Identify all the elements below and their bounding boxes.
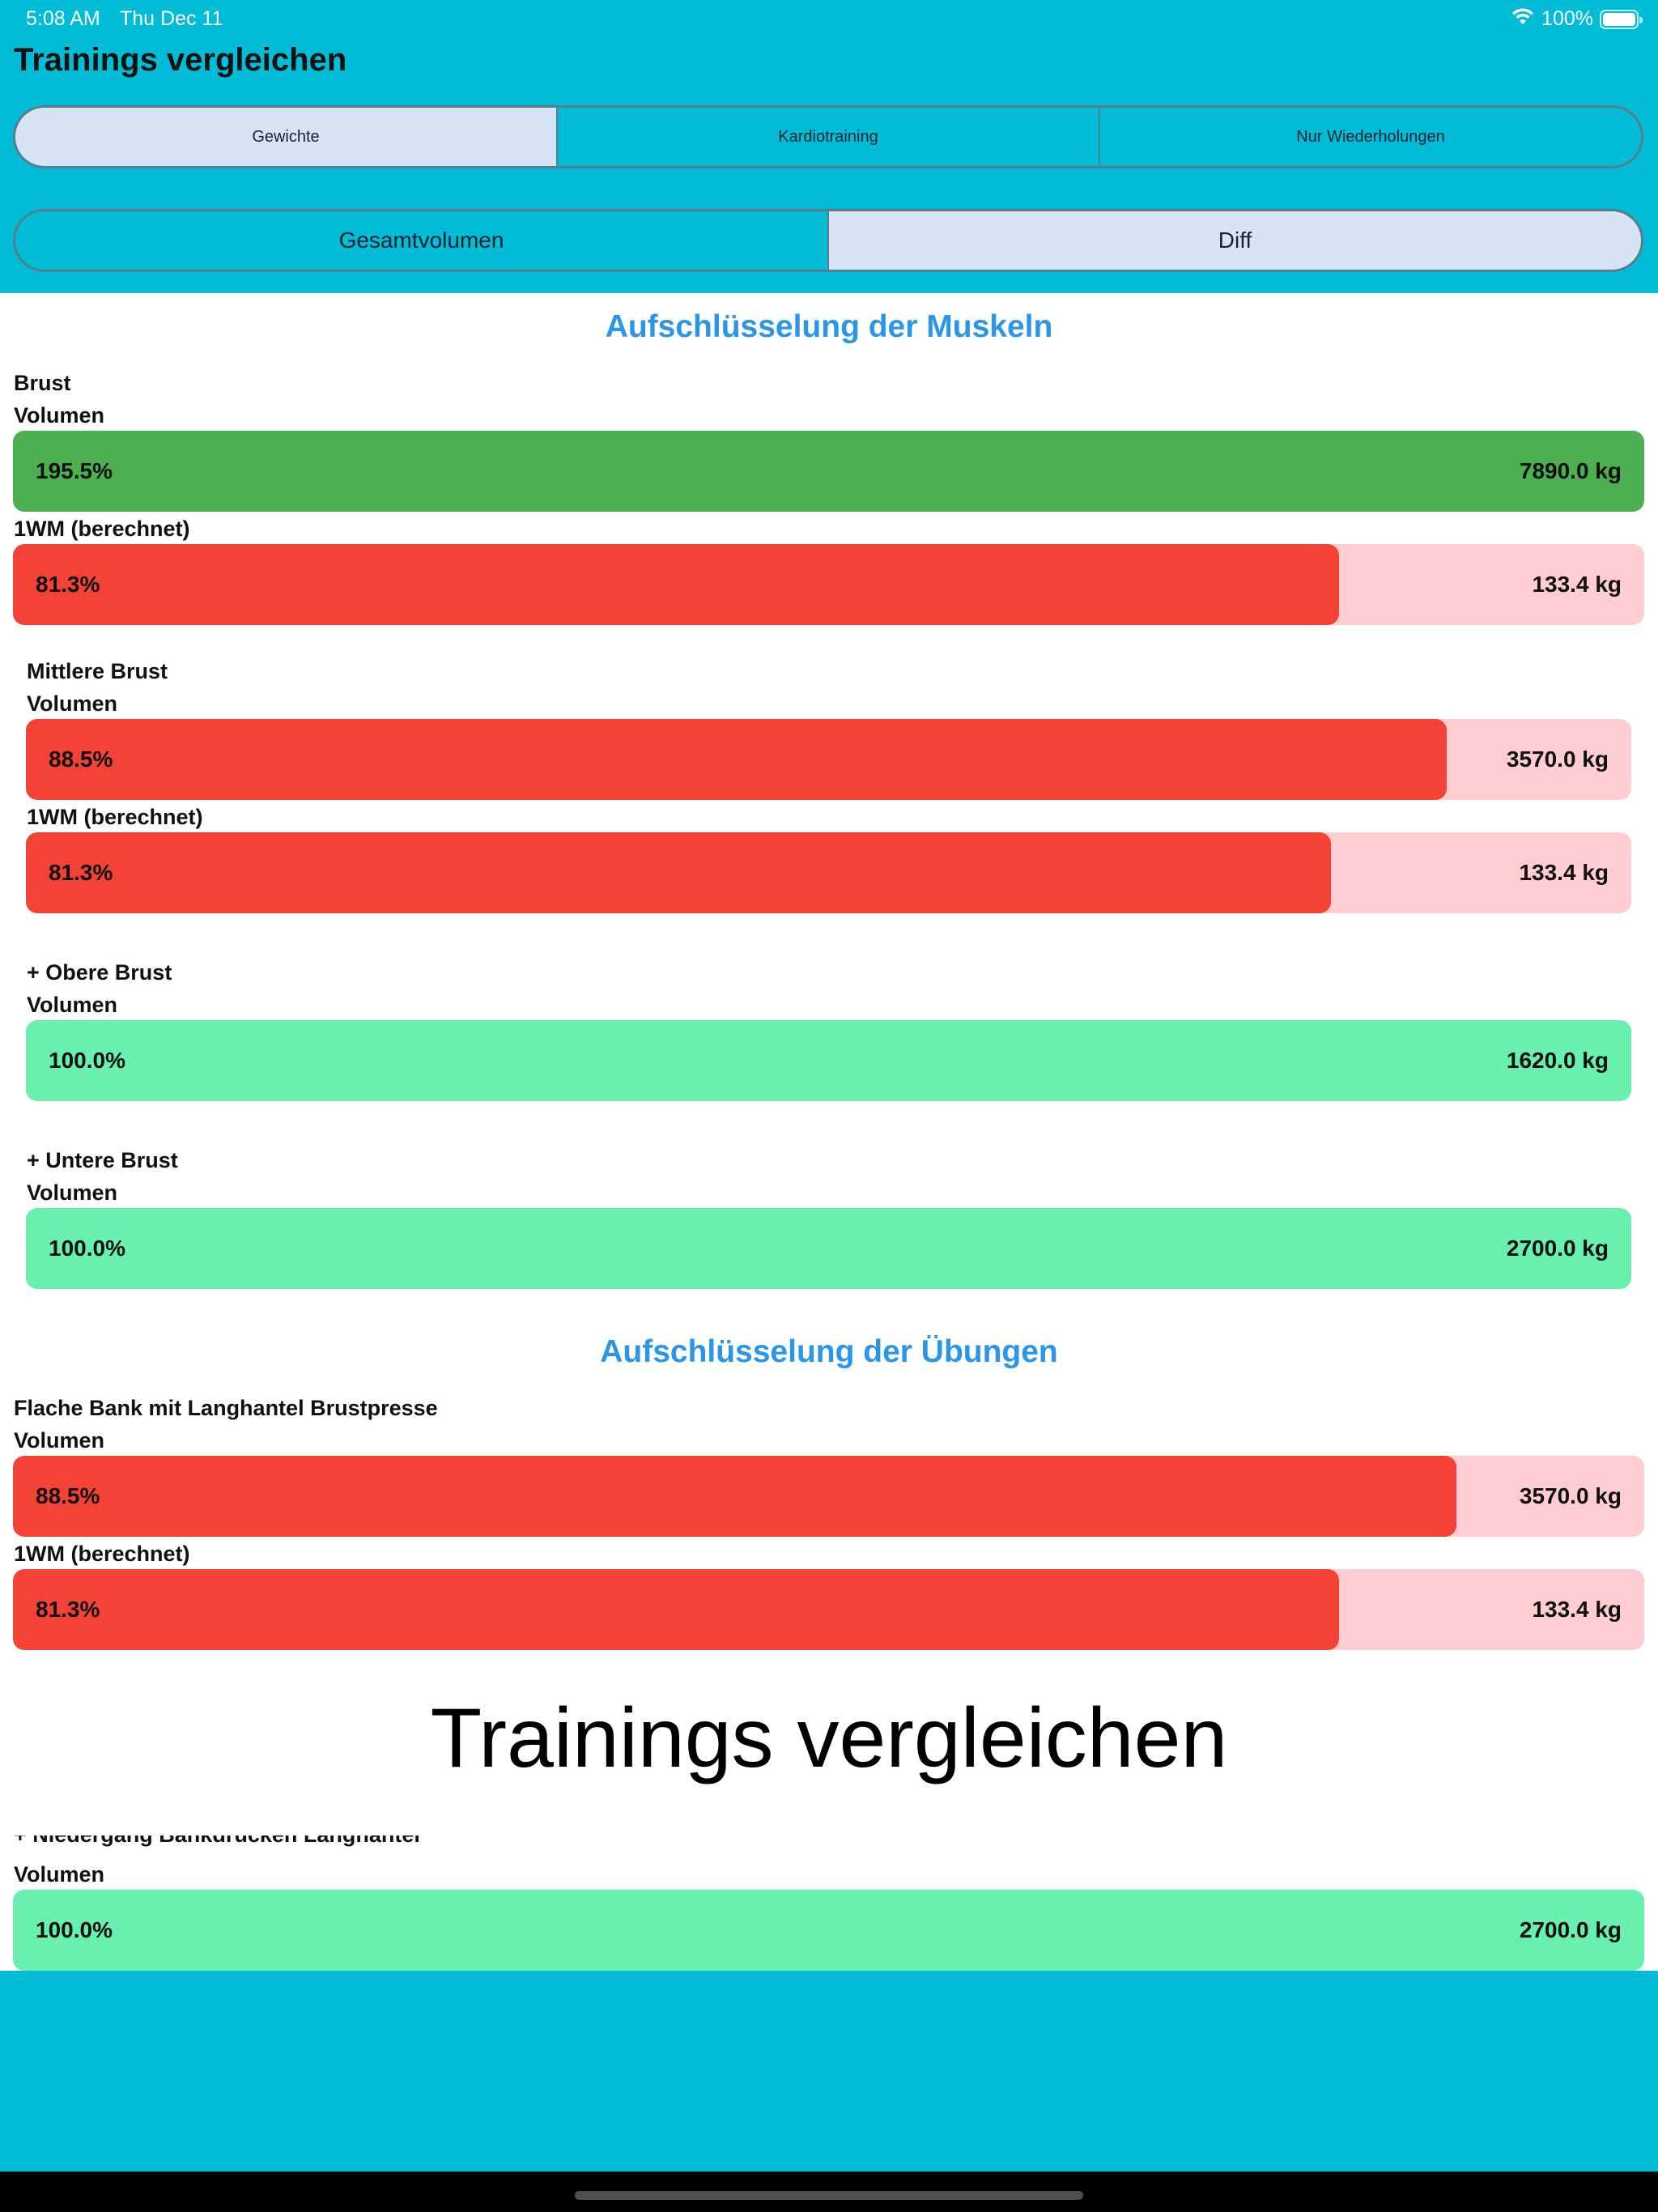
bar-percent: 88.5%: [36, 1483, 100, 1508]
status-date: Thu Dec 11: [120, 7, 223, 30]
comparison-content[interactable]: Aufschlüsselung der Muskeln Brust Volume…: [0, 293, 1658, 1971]
bar-percent: 88.5%: [49, 747, 113, 772]
metric-label: 1WM (berechnet): [14, 1542, 190, 1566]
page-title: Trainings vergleichen: [14, 42, 347, 78]
bar-value: 3570.0 kg: [1506, 747, 1609, 772]
bar-percent: 81.3%: [36, 572, 100, 597]
bar-fill: [26, 1020, 1631, 1101]
tab-gesamtvolumen[interactable]: Gesamtvolumen: [15, 211, 829, 270]
section-title-exercises: Aufschlüsselung der Übungen: [600, 1334, 1058, 1369]
metric-label: Volumen: [27, 1180, 118, 1205]
bar-fill: [13, 1890, 1644, 1971]
metric-label: Volumen: [14, 1862, 105, 1887]
metric-label: 1WM (berechnet): [14, 517, 190, 541]
metric-label: 1WM (berechnet): [27, 805, 203, 829]
progress-bar: 88.5% 3570.0 kg: [13, 1456, 1644, 1537]
tab-nur-wiederholungen[interactable]: Nur Wiederholungen: [1296, 127, 1445, 146]
bar-percent: 195.5%: [36, 458, 113, 483]
bar-value: 2700.0 kg: [1506, 1236, 1609, 1261]
overlay-band: [0, 1668, 1658, 1830]
bar-value: 133.4 kg: [1519, 860, 1609, 885]
bar-value: 2700.0 kg: [1519, 1917, 1622, 1942]
status-bar: 5:08 AM Thu Dec 11 100%: [0, 0, 1658, 37]
bar-fill: [13, 544, 1340, 625]
progress-bar: 81.3% 133.4 kg: [13, 544, 1644, 625]
bar-percent: 100.0%: [49, 1048, 125, 1073]
bar-fill: [26, 1208, 1631, 1289]
bar-fill: [26, 719, 1447, 800]
status-indicators: 100%: [1511, 6, 1643, 32]
home-indicator-area: [0, 2172, 1658, 2212]
tab-gewichte[interactable]: Gewichte: [15, 108, 558, 166]
battery-percent: 100%: [1541, 7, 1593, 30]
muscle-group-name: + Untere Brust: [27, 1148, 178, 1172]
training-type-segmented-control: Gewichte Kardiotraining Nur Wiederholung…: [13, 105, 1643, 168]
metric-label: Volumen: [14, 403, 105, 428]
progress-bar: 195.5% 7890.0 kg: [13, 431, 1644, 512]
progress-bar: 81.3% 133.4 kg: [13, 1569, 1644, 1650]
clipped-exercise-name-wrapper: + Niedergang Bankdrücken Langhantel: [0, 1836, 1658, 1852]
tab-diff[interactable]: Diff: [829, 211, 1641, 270]
exercise-name: Flache Bank mit Langhantel Brustpresse: [14, 1396, 438, 1420]
progress-bar: 81.3% 133.4 kg: [26, 832, 1631, 913]
muscle-group-name: Brust: [14, 371, 71, 395]
bar-percent: 81.3%: [36, 1597, 100, 1622]
progress-bar: 100.0% 2700.0 kg: [26, 1208, 1631, 1289]
progress-bar: 100.0% 1620.0 kg: [26, 1020, 1631, 1101]
bar-value: 3570.0 kg: [1519, 1483, 1622, 1508]
bottom-toolbar-area: [0, 1971, 1658, 2172]
view-mode-segmented-control: Gesamtvolumen Diff: [13, 209, 1643, 272]
muscle-group-name: Mittlere Brust: [27, 659, 168, 683]
bar-percent: 100.0%: [49, 1236, 125, 1261]
metric-label: Volumen: [27, 691, 118, 716]
tab-kardiotraining[interactable]: Kardiotraining: [558, 108, 1100, 166]
overlay-title: Trainings vergleichen: [430, 1691, 1228, 1785]
bar-value: 1620.0 kg: [1506, 1048, 1609, 1073]
progress-bar: 100.0% 2700.0 kg: [13, 1890, 1644, 1971]
bar-value: 133.4 kg: [1532, 572, 1622, 597]
bar-fill: [26, 832, 1332, 913]
metric-label: Volumen: [14, 1428, 105, 1453]
section-title-muscles: Aufschlüsselung der Muskeln: [605, 309, 1053, 344]
bar-fill: [13, 431, 1644, 512]
wifi-icon: [1511, 6, 1535, 32]
bar-percent: 81.3%: [49, 860, 113, 885]
metric-label: Volumen: [27, 993, 118, 1017]
muscle-group-name: + Obere Brust: [27, 960, 172, 985]
bar-fill: [13, 1456, 1457, 1537]
home-indicator[interactable]: [575, 2191, 1083, 2200]
bar-fill: [13, 1569, 1340, 1650]
battery-icon: [1600, 9, 1643, 29]
bar-value: 7890.0 kg: [1519, 458, 1622, 483]
status-time: 5:08 AM: [26, 7, 100, 30]
progress-bar: 88.5% 3570.0 kg: [26, 719, 1631, 800]
header: 5:08 AM Thu Dec 11 100% Trainings vergle…: [0, 0, 1658, 293]
exercise-name: + Niedergang Bankdrücken Langhantel: [14, 1836, 420, 1848]
bar-value: 133.4 kg: [1532, 1597, 1622, 1622]
bar-percent: 100.0%: [36, 1917, 113, 1942]
